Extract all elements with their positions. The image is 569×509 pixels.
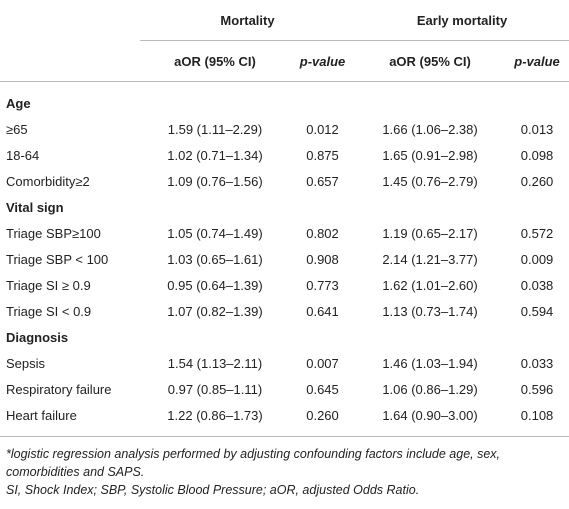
cell: 0.802 xyxy=(306,225,339,241)
data-row: 18-64 1.02 (0.71–1.34) 0.875 1.65 (0.91–2.9… xyxy=(0,142,569,168)
cell: 0.038 xyxy=(520,277,554,293)
cell: 0.657 xyxy=(306,173,339,189)
cell: 0.594 xyxy=(520,303,554,319)
group-header: Early mortality xyxy=(355,0,569,41)
row-label: Heart failure xyxy=(6,407,77,423)
cell: 1.06 (0.86–1.29) xyxy=(382,381,478,397)
data-row: Heart failure 1.22 (0.86–1.73) 0.260 1.64 (… xyxy=(0,402,569,436)
section-row: Vital sign xyxy=(0,194,569,220)
row-label: ≥65 xyxy=(6,121,28,137)
row-label: Comorbidity≥2 xyxy=(6,173,90,189)
row-label: 18-64 xyxy=(6,147,40,163)
data-row: Triage SI < 0.9 1.07 (0.82–1.39) 0.641 1.13… xyxy=(0,298,569,324)
cell: 0.013 xyxy=(520,121,554,137)
cell: 1.62 (1.01–2.60) xyxy=(382,277,478,293)
cell: 0.260 xyxy=(306,407,339,423)
column-header: p-value xyxy=(505,40,569,82)
cell: 1.64 (0.90–3.00) xyxy=(382,407,478,423)
blank-cell xyxy=(0,0,140,41)
data-row: Comorbidity≥2 1.09 (0.76–1.56) 0.657 1.45 (… xyxy=(0,168,569,194)
cell: 1.02 (0.71–1.34) xyxy=(167,147,263,163)
results-table: Mortality Early mortality aOR (95% CI) p… xyxy=(0,0,569,437)
cell: 1.13 (0.73–1.74) xyxy=(382,303,478,319)
cell: 0.97 (0.85–1.11) xyxy=(167,381,263,397)
row-label: Respiratory failure xyxy=(6,381,112,397)
cell: 0.033 xyxy=(520,355,554,371)
data-row: Triage SBP≥100 1.05 (0.74–1.49) 0.802 1.19 … xyxy=(0,220,569,246)
cell: 0.098 xyxy=(520,147,554,163)
row-label: Triage SBP≥100 xyxy=(6,225,101,241)
data-row: Triage SI ≥ 0.9 0.95 (0.64–1.39) 0.773 1.62… xyxy=(0,272,569,298)
cell: 1.54 (1.13–2.11) xyxy=(167,355,263,371)
cell: 0.596 xyxy=(520,381,554,397)
cell: 1.07 (0.82–1.39) xyxy=(167,303,263,319)
column-header: aOR (95% CI) xyxy=(355,40,506,82)
row-label: Triage SI < 0.9 xyxy=(6,303,92,319)
cell: 0.260 xyxy=(520,173,554,189)
cell: 1.65 (0.91–2.98) xyxy=(382,147,478,163)
section-title: Diagnosis xyxy=(6,329,69,345)
cell: 0.645 xyxy=(306,381,339,397)
cell: 0.908 xyxy=(306,251,339,267)
cell: 0.012 xyxy=(306,121,339,137)
cell: 1.45 (0.76–2.79) xyxy=(382,173,478,189)
section-title: Vital sign xyxy=(6,199,64,215)
cell: 1.46 (1.03–1.94) xyxy=(382,355,478,371)
data-row: ≥65 1.59 (1.11–2.29) 0.012 1.66 (1.06–2.38)… xyxy=(0,116,569,142)
cell: 1.09 (0.76–1.56) xyxy=(167,173,263,189)
cell: 0.007 xyxy=(306,355,339,371)
row-label: Triage SI ≥ 0.9 xyxy=(6,277,91,293)
section-title: Age xyxy=(6,95,31,111)
column-header-row: aOR (95% CI) p-value aOR (95% CI) p-valu… xyxy=(0,40,569,82)
table-body: Age ≥65 1.59 (1.11–2.29) 0.012 1.66 (1.06–2.… xyxy=(0,82,569,437)
footnote: SI, Shock Index; SBP, Systolic Blood Pre… xyxy=(6,483,420,497)
row-label: Triage SBP < 100 xyxy=(6,251,109,267)
column-header: p-value xyxy=(290,40,356,82)
cell: 2.14 (1.21–3.77) xyxy=(382,251,478,267)
cell: 0.875 xyxy=(306,147,339,163)
cell: 1.03 (0.65–1.61) xyxy=(167,251,263,267)
cell: 1.19 (0.65–2.17) xyxy=(382,225,478,241)
cell: 0.773 xyxy=(306,277,339,293)
cell: 0.572 xyxy=(520,225,554,241)
group-header-row: Mortality Early mortality xyxy=(0,0,569,41)
row-label: Sepsis xyxy=(6,355,46,371)
data-row: Sepsis 1.54 (1.13–2.11) 0.007 1.46 (1.03–1.… xyxy=(0,350,569,376)
cell: 0.95 (0.64–1.39) xyxy=(167,277,263,293)
column-header: aOR (95% CI) xyxy=(140,40,290,82)
data-row: Triage SBP < 100 1.03 (0.65–1.61) 0.908 2.1… xyxy=(0,246,569,272)
footnote: *logistic regression analysis performed … xyxy=(6,447,501,479)
cell: 0.641 xyxy=(306,303,339,319)
section-row: Diagnosis xyxy=(0,324,569,350)
cell: 1.59 (1.11–2.29) xyxy=(167,121,263,137)
footnotes: *logistic regression analysis performed … xyxy=(0,436,569,499)
blank-cell xyxy=(0,40,140,82)
cell: 0.108 xyxy=(520,407,554,423)
group-header: Mortality xyxy=(140,0,356,41)
cell: 1.22 (0.86–1.73) xyxy=(167,407,263,423)
cell: 1.66 (1.06–2.38) xyxy=(382,121,478,137)
cell: 0.009 xyxy=(520,251,554,267)
data-row: Respiratory failure 0.97 (0.85–1.11) 0.645… xyxy=(0,376,569,402)
cell: 1.05 (0.74–1.49) xyxy=(167,225,263,241)
section-row: Age xyxy=(0,82,569,117)
